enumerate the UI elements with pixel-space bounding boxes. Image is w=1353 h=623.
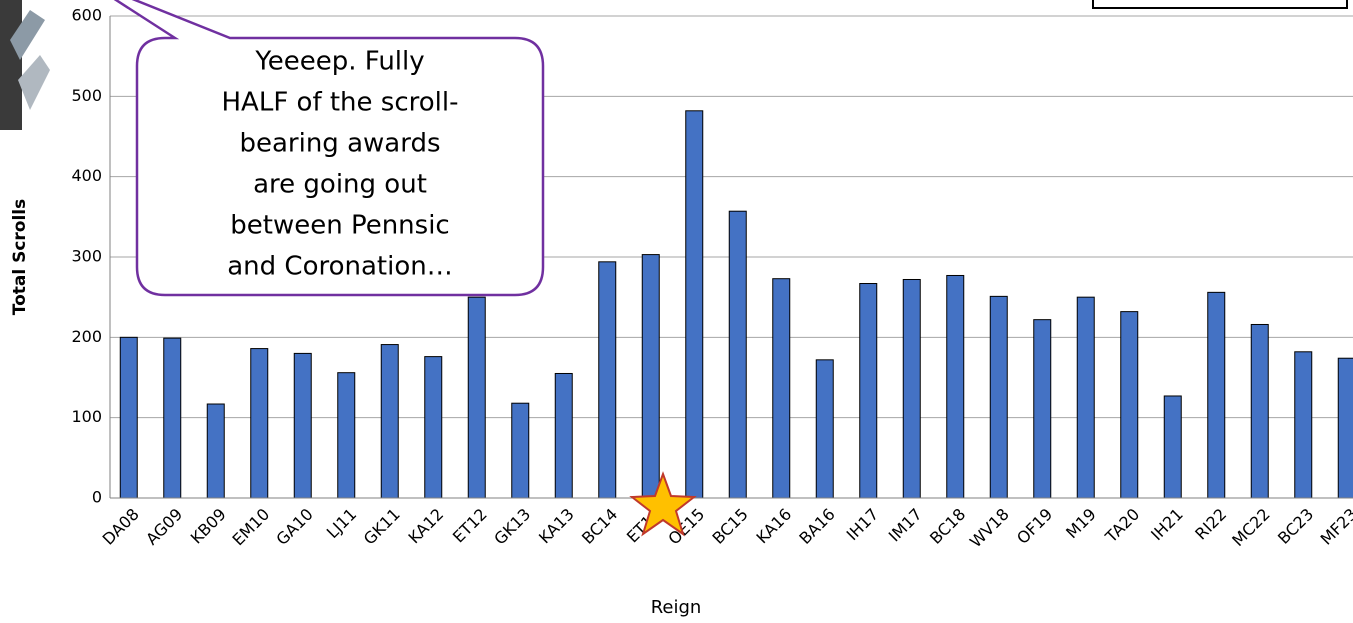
x-tick-label: RI22 [1191, 505, 1230, 544]
y-tick-label: 500 [71, 86, 102, 105]
bar [946, 274, 965, 499]
bar [424, 356, 443, 499]
x-tick-label: TA20 [1101, 505, 1143, 547]
callout-text: HALF of the scroll- [222, 88, 459, 118]
x-tick-label: EM10 [229, 505, 274, 550]
bar [859, 283, 878, 499]
x-tick-label: IH21 [1147, 505, 1187, 545]
legend-box [1092, 0, 1348, 9]
y-tick-label: 300 [71, 247, 102, 266]
y-tick-label: 0 [92, 488, 102, 507]
x-tick-label: BC18 [926, 505, 969, 548]
bar [1250, 323, 1269, 499]
bar [728, 210, 747, 499]
x-tick-label: ET12 [449, 505, 491, 547]
bar [902, 278, 921, 499]
bar [1294, 351, 1313, 499]
x-tick-label: IM17 [885, 505, 926, 546]
bar [772, 278, 791, 499]
x-tick-label: KA13 [535, 505, 578, 548]
x-tick-label: BC23 [1274, 505, 1317, 548]
callout [113, 0, 545, 297]
y-tick-label: 400 [71, 166, 102, 185]
bar [641, 254, 660, 499]
x-axis-title: Reign [651, 597, 702, 618]
callout-text: Yeeeep. Fully [254, 47, 424, 77]
bar [1033, 319, 1052, 499]
x-tick-label: KA12 [404, 505, 447, 548]
star [629, 471, 697, 537]
x-tick-label: DA08 [99, 505, 143, 549]
bar [989, 295, 1008, 499]
bar [511, 402, 530, 499]
x-tick-label: MF23 [1317, 505, 1353, 549]
bar [598, 261, 617, 499]
x-tick-label: AG09 [142, 505, 186, 549]
x-tick-label: BC15 [708, 505, 751, 548]
bar [250, 348, 269, 499]
bar [467, 296, 486, 499]
callout-text: are going out [253, 170, 427, 200]
x-tick-label: BC14 [578, 505, 621, 548]
bar [1076, 296, 1095, 499]
bar [337, 372, 356, 499]
x-tick-label: BA16 [795, 505, 838, 548]
overlay: Yeeeep. Fully HALF of the scroll-bearing … [0, 0, 697, 537]
bar [1207, 291, 1226, 499]
x-tick-label: KB09 [187, 505, 230, 548]
bar [293, 352, 312, 499]
x-tick-label: GA10 [272, 505, 316, 549]
bar [815, 359, 834, 499]
bar [1337, 357, 1353, 499]
callout-text: between Pennsic [230, 211, 449, 241]
callout-text: and Coronation… [227, 252, 452, 282]
x-tick-label: KA16 [752, 505, 795, 548]
x-tick-label: M19 [1062, 505, 1100, 543]
x-tick-label: GK11 [360, 505, 404, 549]
x-tick-label: GK13 [490, 505, 534, 549]
knight-icon [0, 0, 50, 130]
y-tick-label: 600 [71, 6, 102, 25]
bar [380, 344, 399, 499]
y-axis-title: Total Scrolls [10, 199, 30, 316]
x-tick-label: LJ11 [323, 505, 360, 542]
x-tick-label: IH17 [843, 505, 883, 545]
bar [119, 336, 138, 499]
bar [1120, 311, 1139, 499]
bar [685, 110, 704, 499]
bar [163, 337, 182, 499]
x-tick-label: OF19 [1013, 505, 1056, 548]
y-tick-label: 200 [71, 327, 102, 346]
bar [1163, 395, 1182, 499]
bar [554, 372, 573, 499]
y-tick-label: 100 [71, 407, 102, 426]
bar [206, 403, 225, 499]
x-tick-label: WV18 [966, 505, 1013, 552]
x-tick-label: MC22 [1228, 505, 1273, 550]
callout-text: bearing awards [239, 129, 440, 159]
